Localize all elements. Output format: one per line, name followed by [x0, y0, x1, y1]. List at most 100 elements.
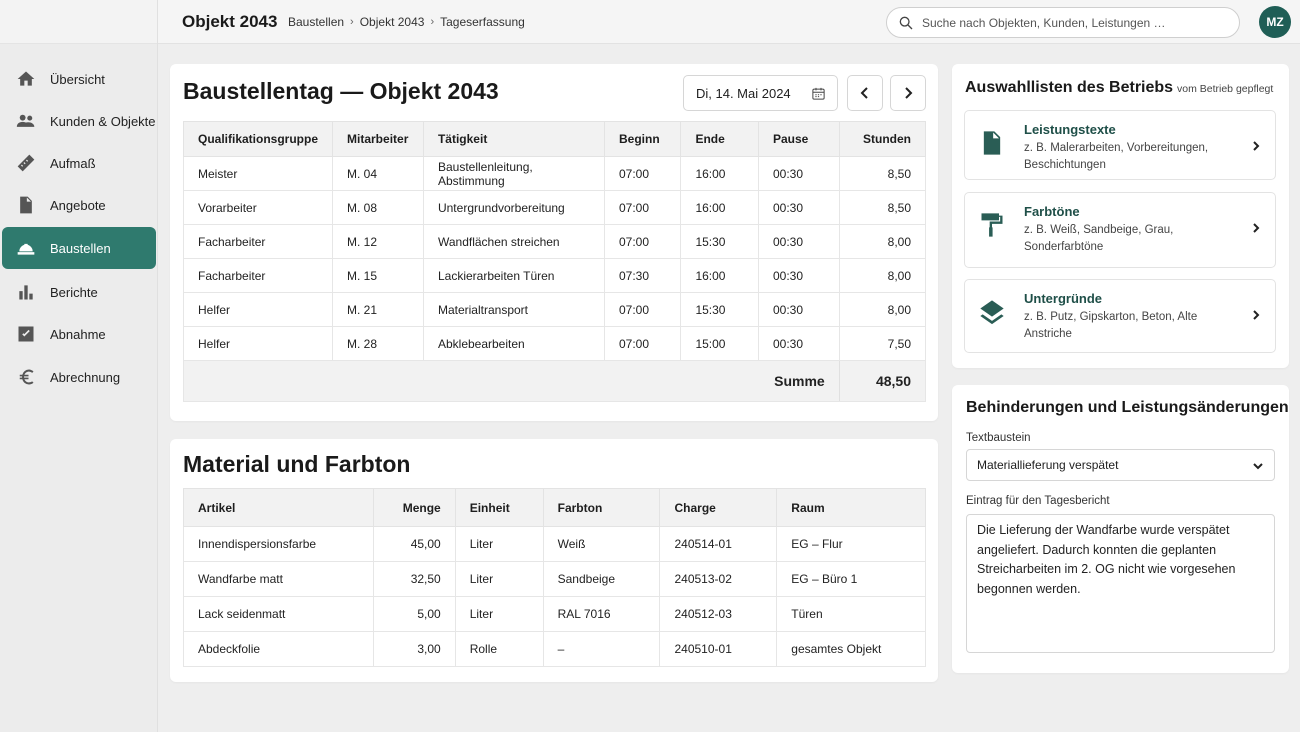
document-icon	[978, 129, 1006, 157]
column-header[interactable]: Artikel	[183, 488, 374, 527]
column-header[interactable]: Beginn	[603, 121, 682, 157]
cell: 15:30	[680, 292, 759, 327]
cell: Meister	[182, 156, 334, 191]
cell: Liter	[454, 596, 544, 632]
sidebar-item-label: Aufmaß	[50, 155, 96, 171]
cell: 8,50	[838, 156, 927, 191]
list-item-leistungstexte[interactable]: Leistungstexte z. B. Malerarbeiten, Vorb…	[964, 110, 1276, 180]
sidebar-item-abrechnung[interactable]: Abrechnung	[2, 356, 156, 398]
column-header[interactable]: Tätigkeit	[422, 121, 605, 157]
column-header[interactable]: Qualifikationsgruppe	[182, 121, 334, 157]
cell: –	[542, 631, 661, 667]
table-row[interactable]: Facharbeiter M. 15 Lackierarbeiten Türen…	[182, 258, 927, 293]
layers-icon	[978, 298, 1006, 326]
cell: 16:00	[680, 156, 759, 191]
cell: 07:00	[603, 190, 682, 225]
cell: 8,00	[838, 292, 927, 327]
column-header[interactable]: Menge	[372, 488, 456, 527]
date-value: Di, 14. Mai 2024	[696, 85, 791, 101]
previous-day-button[interactable]	[847, 75, 883, 111]
breadcrumb-item-objekt[interactable]: Objekt 2043	[359, 15, 425, 29]
table-row[interactable]: Facharbeiter M. 12 Wandflächen streichen…	[182, 224, 927, 259]
hardhat-icon	[2, 238, 50, 258]
cell: Rolle	[454, 631, 544, 667]
cell: Liter	[454, 526, 544, 562]
cell: Vorarbeiter	[182, 190, 334, 225]
paint-roller-icon	[978, 211, 1006, 239]
next-day-button[interactable]	[890, 75, 926, 111]
cell: 00:30	[757, 326, 840, 361]
sidebar-item-label: Berichte	[50, 284, 98, 300]
cell: Materialtransport	[422, 292, 605, 327]
calendar-icon	[812, 87, 825, 100]
list-item-farbtoene[interactable]: Farbtöne z. B. Weiß, Sandbeige, Grau, So…	[964, 192, 1276, 268]
table-row[interactable]: Meister M. 04 Baustellenleitung, Abstimm…	[182, 156, 927, 191]
report-entry-textarea[interactable]: Die Lieferung der Wandfarbe wurde verspä…	[966, 514, 1275, 653]
column-header[interactable]: Charge	[659, 488, 778, 527]
cell: 07:00	[603, 292, 682, 327]
cell: RAL 7016	[542, 596, 661, 632]
sidebar-item-label: Kunden & Objekte	[50, 113, 156, 129]
list-item-description: z. B. Weiß, Sandbeige, Grau, Sonderfarbt…	[1024, 224, 1174, 253]
list-item-title: Farbtöne	[1024, 204, 1080, 219]
breadcrumb-item-baustellen[interactable]: Baustellen	[288, 15, 345, 29]
template-select[interactable]: Materiallieferung verspätet	[966, 449, 1275, 481]
cell: Weiß	[542, 526, 661, 562]
column-header[interactable]: Stunden	[838, 121, 927, 157]
sidebar-item-aufmass[interactable]: Aufmaß	[2, 142, 156, 184]
selection-lists-title: Auswahllisten des Betriebs	[965, 79, 1174, 96]
column-header[interactable]: Ende	[680, 121, 759, 157]
table-row[interactable]: Innendispersionsfarbe 45,00 Liter Weiß 2…	[183, 526, 926, 562]
sidebar-item-berichte[interactable]: Berichte	[2, 271, 156, 313]
cell: M. 28	[332, 326, 424, 361]
table-row[interactable]: Lack seidenmatt 5,00 Liter RAL 7016 2405…	[183, 596, 926, 632]
cell: 240513-02	[659, 561, 778, 597]
date-picker[interactable]: Di, 14. Mai 2024	[683, 75, 838, 111]
cell: 3,00	[372, 631, 456, 667]
table-row[interactable]: Vorarbeiter M. 08 Untergrundvorbereitung…	[182, 190, 927, 225]
entry-label: Eintrag für den Tagesbericht	[966, 495, 1110, 507]
column-header[interactable]: Raum	[776, 488, 926, 527]
sidebar-item-baustellen[interactable]: Baustellen	[2, 227, 156, 269]
euro-icon	[2, 367, 50, 387]
cell: 00:30	[757, 258, 840, 293]
cell: 7,50	[838, 326, 927, 361]
chevron-right-icon: ›	[430, 16, 435, 28]
chevron-right-icon	[1251, 308, 1261, 320]
avatar[interactable]: MZ	[1259, 6, 1291, 38]
search-box	[886, 7, 1240, 38]
cell: Facharbeiter	[182, 258, 334, 293]
hindrance-card: Behinderungen und Leistungsänderungen Te…	[952, 385, 1289, 673]
people-icon	[2, 111, 50, 131]
cell: Türen	[776, 596, 926, 632]
table-header-row: Qualifikationsgruppe Mitarbeiter Tätigke…	[182, 121, 927, 157]
sidebar-item-angebote[interactable]: Angebote	[2, 184, 156, 226]
sidebar-item-abnahme[interactable]: Abnahme	[2, 313, 156, 355]
sidebar-top-bar	[0, 0, 157, 44]
material-card: Material und Farbton Artikel Menge Einhe…	[170, 439, 938, 682]
cell: 15:00	[680, 326, 759, 361]
table-row[interactable]: Helfer M. 21 Materialtransport 07:00 15:…	[182, 292, 927, 327]
column-header[interactable]: Mitarbeiter	[332, 121, 424, 157]
search-input[interactable]	[922, 15, 1232, 30]
table-header-row: Artikel Menge Einheit Farbton Charge Rau…	[183, 488, 926, 527]
cell: EG – Flur	[776, 526, 926, 562]
column-header[interactable]: Pause	[757, 121, 840, 157]
column-header[interactable]: Farbton	[542, 488, 661, 527]
sidebar-item-label: Angebote	[50, 197, 106, 213]
cell: 07:00	[603, 156, 682, 191]
table-row[interactable]: Wandfarbe matt 32,50 Liter Sandbeige 240…	[183, 561, 926, 597]
list-item-title: Untergründe	[1024, 291, 1102, 306]
cell: 00:30	[757, 292, 840, 327]
template-label: Textbaustein	[966, 432, 1031, 444]
table-row[interactable]: Helfer M. 28 Abklebearbeiten 07:00 15:00…	[182, 326, 927, 361]
sidebar-item-uebersicht[interactable]: Übersicht	[2, 58, 156, 100]
list-item-title: Leistungstexte	[1024, 122, 1116, 137]
table-row[interactable]: Abdeckfolie 3,00 Rolle – 240510-01 gesam…	[183, 631, 926, 667]
sidebar-item-kunden-objekte[interactable]: Kunden & Objekte	[2, 100, 156, 142]
list-item-untergruende[interactable]: Untergründe z. B. Putz, Gipskarton, Beto…	[964, 279, 1276, 353]
cell: 8,50	[838, 190, 927, 225]
cell: 07:00	[603, 224, 682, 259]
cell: 32,50	[372, 561, 456, 597]
column-header[interactable]: Einheit	[454, 488, 544, 527]
